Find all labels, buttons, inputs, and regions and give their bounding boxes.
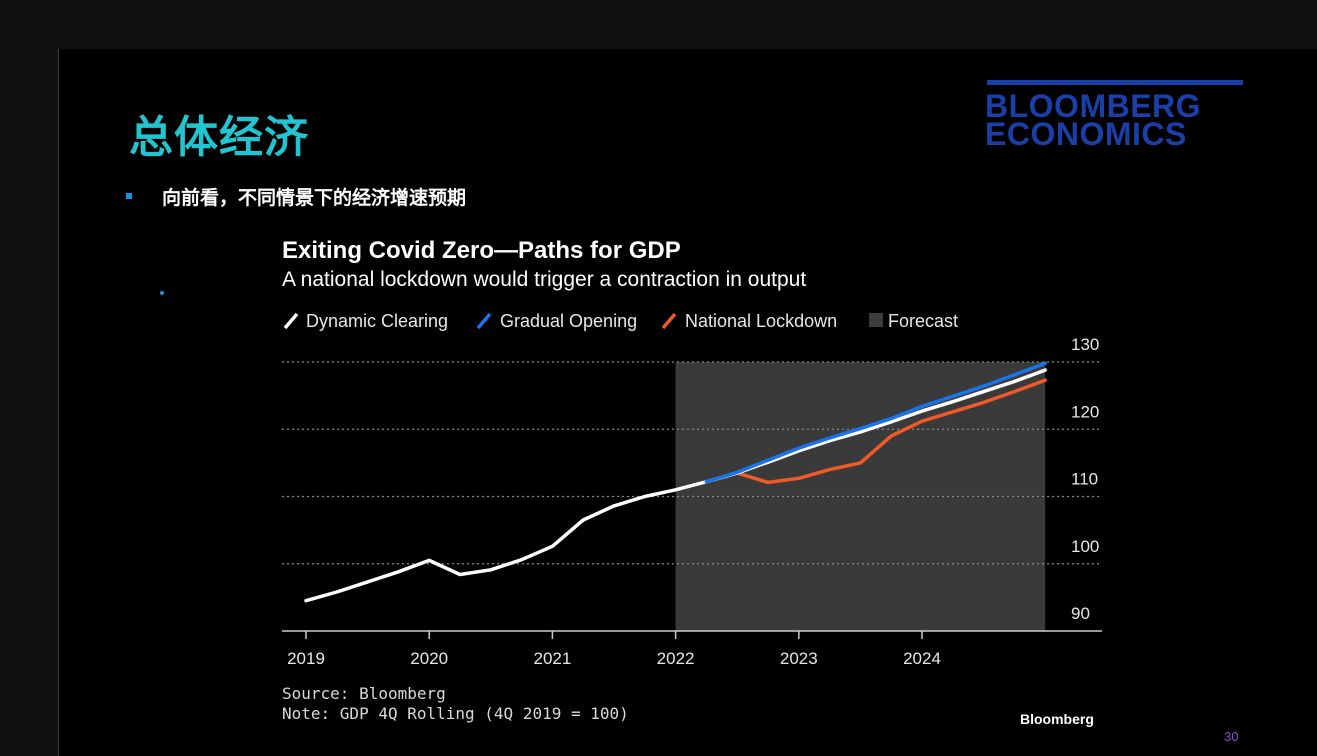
y-tick-label: 130 bbox=[1071, 335, 1099, 354]
bullet-text: 向前看，不同情景下的经济增速预期 bbox=[162, 187, 467, 209]
bullet-dot-icon bbox=[160, 291, 164, 295]
legend-label-national-lockdown: National Lockdown bbox=[685, 311, 837, 331]
bloomberg-economics-logo: BLOOMBERG ECONOMICS bbox=[985, 80, 1243, 150]
y-tick-labels: 90 100 110 120 130 bbox=[1071, 335, 1099, 623]
legend-label-gradual-opening: Gradual Opening bbox=[500, 311, 637, 331]
chart-note: Note: GDP 4Q Rolling (4Q 2019 = 100) bbox=[282, 704, 629, 723]
chart-legend: Dynamic Clearing Gradual Opening Nationa… bbox=[283, 311, 958, 331]
legend-swatch-national-lockdown bbox=[661, 312, 677, 330]
bullet-square-icon bbox=[126, 193, 132, 199]
series-line-gradual-opening bbox=[704, 361, 1047, 484]
legend-label-dynamic-clearing: Dynamic Clearing bbox=[306, 311, 448, 331]
page-number: 30 bbox=[1224, 729, 1239, 744]
x-tick-label: 2022 bbox=[657, 649, 695, 668]
chart-title: Exiting Covid Zero—Paths for GDP bbox=[282, 237, 681, 264]
x-tick-label: 2023 bbox=[780, 649, 818, 668]
series-lines bbox=[304, 361, 1047, 603]
x-tick-label: 2019 bbox=[287, 649, 325, 668]
legend-swatch-forecast bbox=[869, 313, 883, 327]
legend-label-forecast: Forecast bbox=[888, 311, 958, 331]
x-tick-label: 2020 bbox=[410, 649, 448, 668]
chart-subtitle: A national lockdown would trigger a cont… bbox=[282, 268, 806, 291]
y-tick-label: 120 bbox=[1071, 402, 1099, 421]
x-tick-label: 2021 bbox=[533, 649, 571, 668]
legend-swatch-dynamic-clearing bbox=[283, 312, 299, 330]
logo-line-2: ECONOMICS bbox=[985, 116, 1187, 152]
legend-swatch-gradual-opening bbox=[476, 312, 492, 330]
x-ticks: 2019 2020 2021 2022 2023 2024 bbox=[287, 631, 941, 668]
logo-line-1: BLOOMBERG bbox=[985, 88, 1202, 124]
y-tick-label: 110 bbox=[1071, 470, 1098, 489]
logo-bar bbox=[987, 80, 1243, 85]
series-line-history bbox=[304, 479, 709, 603]
slide: 总体经济 BLOOMBERG ECONOMICS 向前看，不同情景下的经济增速预… bbox=[58, 49, 1317, 756]
forecast-shade bbox=[675, 362, 1046, 631]
x-tick-label: 2024 bbox=[903, 649, 941, 668]
chart-credit: Bloomberg bbox=[1020, 711, 1094, 727]
series-line-national-lockdown bbox=[704, 378, 1047, 485]
y-tick-label: 90 bbox=[1071, 604, 1090, 623]
page-title: 总体经济 bbox=[129, 112, 309, 163]
chart-source: Source: Bloomberg bbox=[282, 684, 446, 703]
y-tick-label: 100 bbox=[1071, 537, 1099, 556]
